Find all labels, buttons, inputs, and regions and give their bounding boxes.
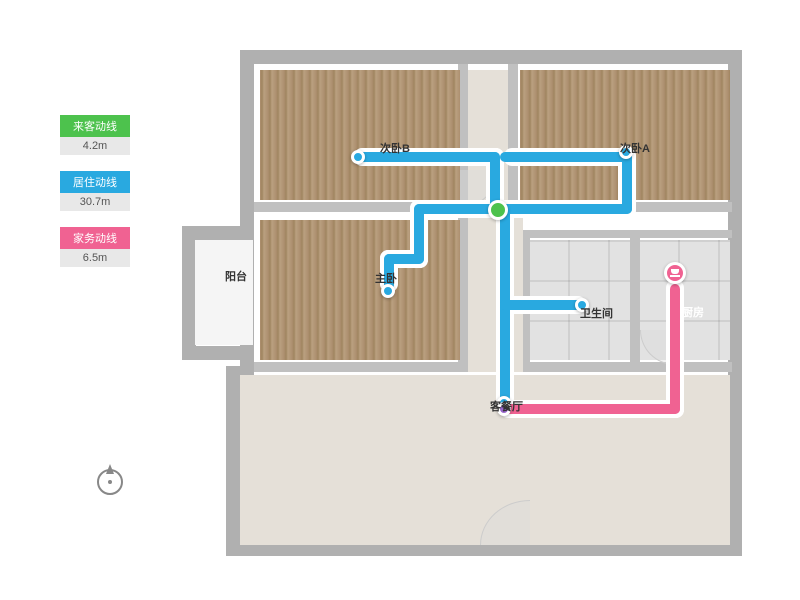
wall-outer <box>728 50 742 555</box>
legend-resident-label: 居住动线 <box>60 171 130 193</box>
endpoint-guest <box>488 200 508 220</box>
wall-interior <box>630 230 640 365</box>
wall-interior <box>520 230 732 238</box>
path-housework <box>670 284 680 414</box>
legend-resident-value: 30.7m <box>60 193 130 211</box>
label-bedroom-a: 次卧A <box>620 140 650 156</box>
room-master <box>260 220 460 360</box>
path-resident <box>490 204 632 214</box>
path-resident <box>500 300 582 310</box>
compass-icon <box>90 460 130 500</box>
floor-plan: 次卧B 次卧A 主卧 阳台 卫生间 厨房 客餐厅 <box>200 40 750 560</box>
legend-item-resident: 居住动线 30.7m <box>60 171 130 211</box>
label-kitchen: 厨房 <box>682 304 704 320</box>
legend-housework-label: 家务动线 <box>60 227 130 249</box>
legend-housework-value: 6.5m <box>60 249 130 267</box>
label-bathroom: 卫生间 <box>580 305 613 321</box>
endpoint-resident <box>381 284 395 298</box>
wall-outer <box>226 366 240 556</box>
kitchen-icon <box>668 266 682 280</box>
legend-guest-value: 4.2m <box>60 137 130 155</box>
wall-balcony <box>182 226 196 360</box>
path-resident <box>500 152 632 162</box>
legend-item-housework: 家务动线 6.5m <box>60 227 130 267</box>
label-master: 主卧 <box>375 270 397 286</box>
label-living: 客餐厅 <box>490 398 523 414</box>
label-balcony: 阳台 <box>225 268 247 284</box>
room-bedroom-b <box>260 70 460 200</box>
endpoint-resident <box>351 150 365 164</box>
wall-interior <box>508 64 518 209</box>
path-housework <box>504 404 680 414</box>
legend-item-guest: 来客动线 4.2m <box>60 115 130 155</box>
legend-guest-label: 来客动线 <box>60 115 130 137</box>
label-bedroom-b: 次卧B <box>380 140 410 156</box>
room-balcony <box>195 240 253 345</box>
wall-outer <box>240 50 742 64</box>
wall-balcony <box>182 346 254 360</box>
legend: 来客动线 4.2m 居住动线 30.7m 家务动线 6.5m <box>60 115 130 283</box>
